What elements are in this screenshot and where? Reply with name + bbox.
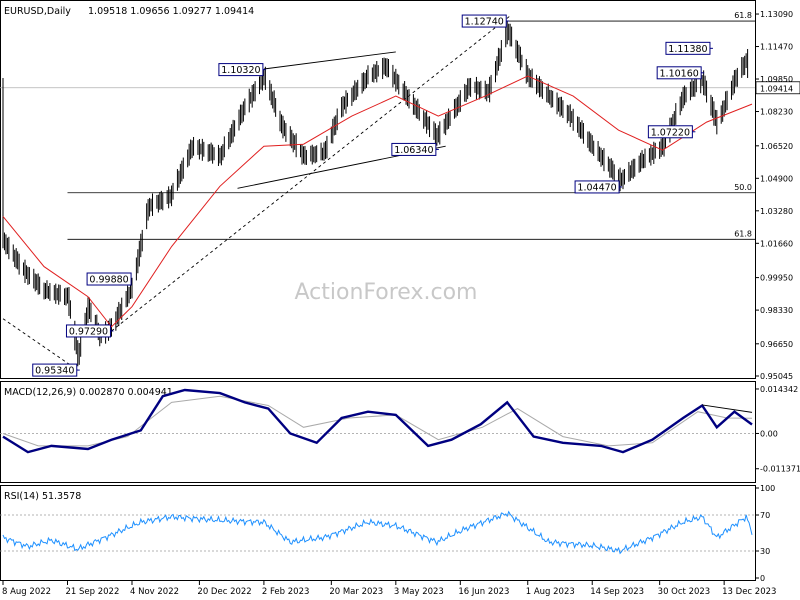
symbol-label: EURUSD,Daily [4,6,71,17]
watermark: ActionForex.com [295,280,478,305]
macd-label: MACD(12,26,9) 0.002870 0.004941 [4,387,173,398]
date-axis-tick-label: 2 Feb 2023 [262,587,310,597]
price-axis-tick-label: 1.01660 [760,239,793,248]
price-label: 1.10160 [660,68,699,79]
rsi-layer [0,510,755,555]
price-label: 0.95340 [35,366,74,377]
date-axis-tick-label: 8 Aug 2022 [2,587,51,597]
price-label: 1.12740 [465,17,504,28]
price-axis-tick-label: 0.96650 [760,340,793,349]
trend-line [263,51,396,70]
date-axis-tick-label: 3 May 2023 [394,587,444,597]
date-axis-tick-label: 20 Dec 2022 [197,587,251,597]
moving-average-line [2,75,753,328]
price-label: 1.11380 [668,44,707,55]
macd-axis-tick-label: 0.014342 [760,385,798,394]
date-axis-tick-label: 16 Jun 2023 [458,587,509,597]
rsi-label: RSI(14) 51.3578 [4,491,81,502]
retracement-level-label: 50.0 [734,183,752,192]
macd-axis-tick-label: -0.011371 [760,465,800,474]
price-axis-tick-label: 0.95045 [760,372,793,381]
rsi-axis-tick-label: 70 [760,511,770,520]
price-label-box [86,272,132,286]
trend-line [111,15,511,332]
price-panel-frame [0,0,756,379]
price-axis-tick-label: 1.06520 [760,142,793,151]
date-axis-tick-label: 30 Oct 2023 [658,587,711,597]
price-label: 1.06340 [394,145,433,156]
price-axis-tick-label: 1.08230 [760,108,793,117]
macd-axis-tick-label: 0.00 [760,429,778,438]
price-axis-tick-label: 0.98330 [760,306,793,315]
date-axis-tick-label: 4 Nov 2022 [130,587,179,597]
axis-layer: 1.13090 1.11470 1.09850 1.08230 1.06520 1.049… [2,10,800,597]
price-label: 1.04470 [577,182,616,193]
price-axis-tick-label: 1.03280 [760,207,793,216]
date-axis-tick-label: 20 Mar 2023 [329,587,383,597]
rsi-axis-tick-label: 100 [760,484,775,493]
rsi-axis-tick-label: 30 [760,547,770,556]
macd-divergence-line [702,404,753,413]
current-price-tag-label: 1.09414 [760,84,793,93]
macd-layer [0,388,755,454]
rsi-panel-frame [0,485,756,581]
retracement-level-label: 61.8 [734,11,752,20]
rsi-line [2,510,753,555]
price-layer: 61.8 50.0 61.8 1.10320 1.12740 1.11380 1.10160… [0,11,755,377]
price-label: 0.99880 [89,275,128,286]
current-price-tag [755,81,800,95]
price-axis-tick-label: 0.99950 [760,274,793,283]
price-axis-tick-label: 1.09850 [760,75,793,84]
ohlc-label: 1.09518 1.09656 1.09277 1.09414 [88,6,254,17]
date-axis-tick-label: 14 Sep 2023 [590,587,644,597]
price-axis-tick-label: 1.13090 [760,10,793,19]
price-axis-tick-label: 1.11470 [760,43,793,52]
price-label: 1.07220 [651,127,690,138]
macd-line [2,388,753,454]
price-label: 1.10320 [221,65,260,76]
macd-panel-frame [0,381,756,483]
date-axis-tick-label: 21 Sep 2022 [65,587,119,597]
price-label: 0.97290 [69,326,108,337]
rsi-axis-tick-label: 0 [760,574,765,583]
price-axis-tick-label: 1.04900 [760,174,793,183]
retracement-level-label: 61.8 [734,229,752,238]
date-axis-tick-label: 13 Dec 2023 [722,587,776,597]
date-axis-tick-label: 1 Aug 2023 [526,587,575,597]
